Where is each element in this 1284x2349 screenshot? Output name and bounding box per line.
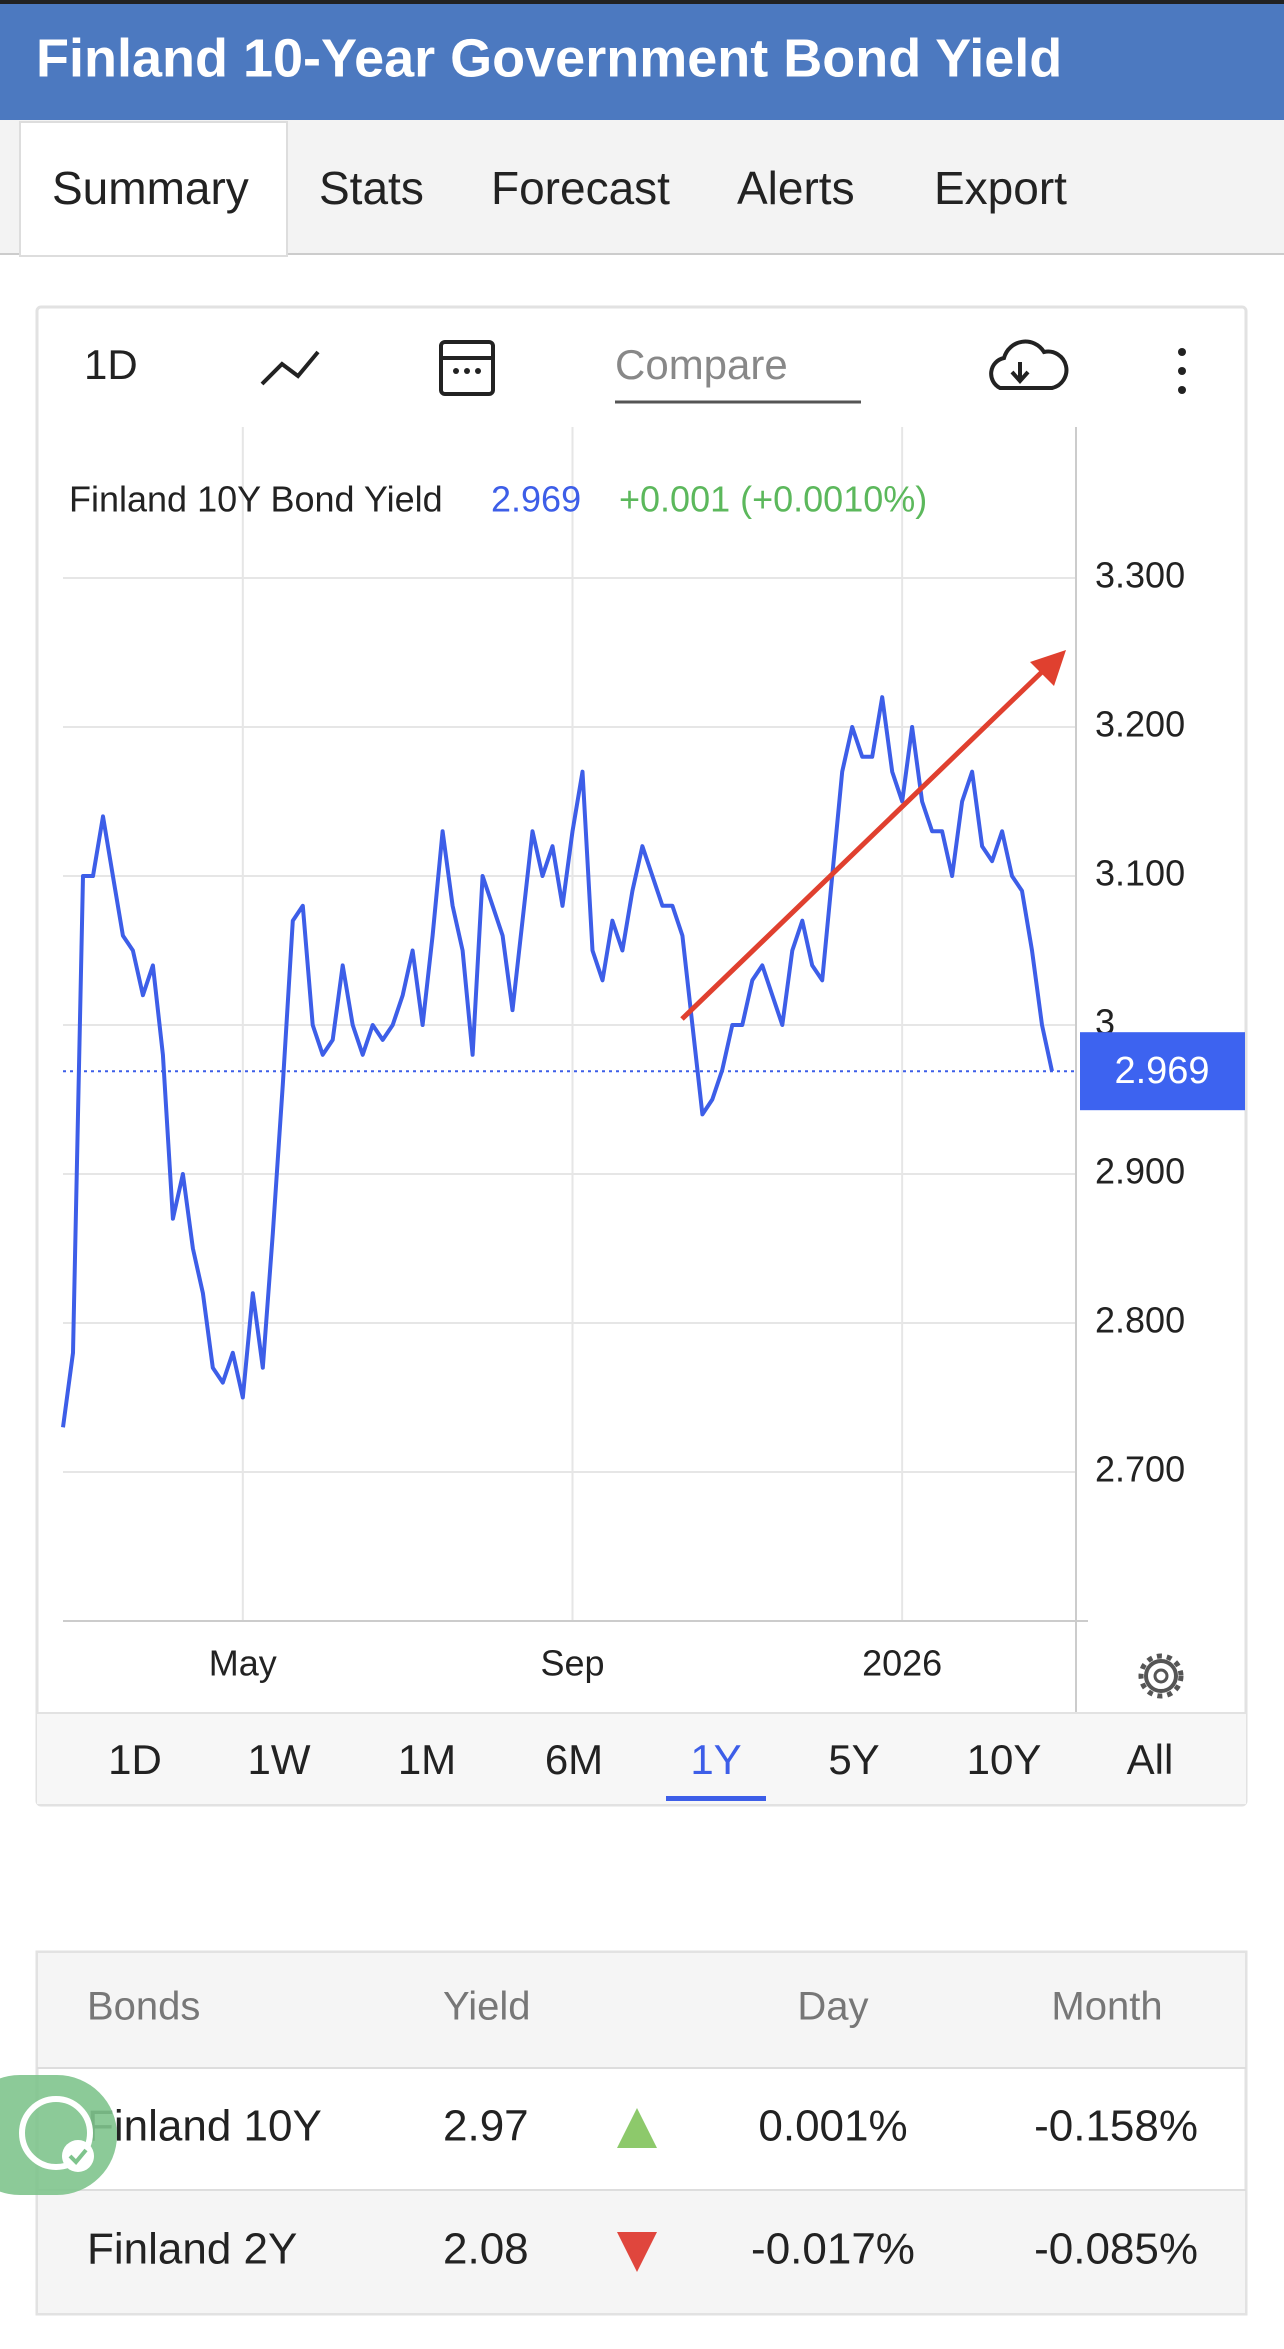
tab[interactable]: Stats (319, 162, 424, 214)
table-header: Day (797, 1985, 868, 2029)
range-button[interactable]: 5Y (828, 1736, 879, 1783)
legend-change: +0.001 (+0.0010%) (619, 479, 927, 520)
table-cell: 0.001% (758, 2102, 907, 2151)
table-cell: -0.017% (751, 2225, 915, 2274)
chart-type-icon[interactable] (260, 350, 320, 386)
y-tick-label: 2.700 (1095, 1449, 1185, 1490)
active-tab-bg (19, 121, 288, 257)
table-cell: 2.08 (443, 2225, 529, 2274)
range-active-underline (666, 1796, 766, 1801)
floating-badge[interactable] (0, 2075, 117, 2195)
last-value-label: 2.969 (1114, 1050, 1209, 1092)
tab[interactable]: Export (934, 162, 1067, 214)
y-tick-label: 2.800 (1095, 1300, 1185, 1341)
range-button[interactable]: 10Y (967, 1736, 1042, 1783)
y-tick-label: 3.200 (1095, 704, 1185, 745)
table-header: Bonds (87, 1985, 200, 2029)
range-button[interactable]: All (1127, 1736, 1174, 1783)
trend-arrowhead (1030, 650, 1066, 686)
table-cell: -0.085% (1034, 2225, 1198, 2274)
calendar-icon[interactable] (439, 340, 495, 396)
table-header-bg (38, 1953, 1245, 2067)
y-tick-label: 3.100 (1095, 853, 1185, 894)
up-arrow (617, 2108, 657, 2148)
more-menu[interactable] (1178, 348, 1186, 394)
tab[interactable]: Alerts (737, 162, 855, 214)
tab[interactable]: Forecast (491, 162, 670, 214)
legend-last-value: 2.969 (491, 479, 581, 520)
tab[interactable]: Summary (52, 162, 249, 214)
table-cell[interactable]: Finland 2Y (87, 2225, 297, 2274)
trend-arrow (680, 666, 1048, 1021)
table-cell[interactable]: Finland 10Y (87, 2102, 322, 2151)
page-title: Finland 10-Year Government Bond Yield (36, 28, 1062, 88)
compare-input[interactable]: Compare (615, 341, 788, 388)
x-tick-label: Sep (540, 1643, 604, 1684)
settings-icon[interactable] (1138, 1653, 1184, 1699)
range-button[interactable]: 1M (398, 1736, 456, 1783)
range-button[interactable]: 6M (545, 1736, 603, 1783)
range-button[interactable]: 1W (248, 1736, 311, 1783)
y-tick-label: 3.300 (1095, 555, 1185, 596)
last-value-box (1080, 1032, 1245, 1111)
header-bar (0, 4, 1284, 120)
down-arrow (617, 2232, 657, 2272)
x-tick-label: 2026 (862, 1643, 942, 1684)
range-button[interactable]: 1D (108, 1736, 162, 1783)
range-bar (37, 1714, 1246, 1804)
top-edge (0, 0, 1284, 4)
table-header: Yield (443, 1985, 530, 2029)
legend-series-name: Finland 10Y Bond Yield (69, 479, 443, 520)
y-tick-label: 2.900 (1095, 1151, 1185, 1192)
x-tick-label: May (209, 1643, 277, 1684)
table-cell: -0.158% (1034, 2102, 1198, 2151)
table-header: Month (1051, 1985, 1162, 2029)
chart-card (35, 305, 1248, 1807)
table-cell: 2.97 (443, 2102, 529, 2151)
interval-button[interactable]: 1D (84, 341, 138, 388)
range-button[interactable]: 1Y (690, 1736, 741, 1783)
download-icon[interactable] (989, 339, 1069, 390)
yield-line (61, 695, 1054, 1428)
